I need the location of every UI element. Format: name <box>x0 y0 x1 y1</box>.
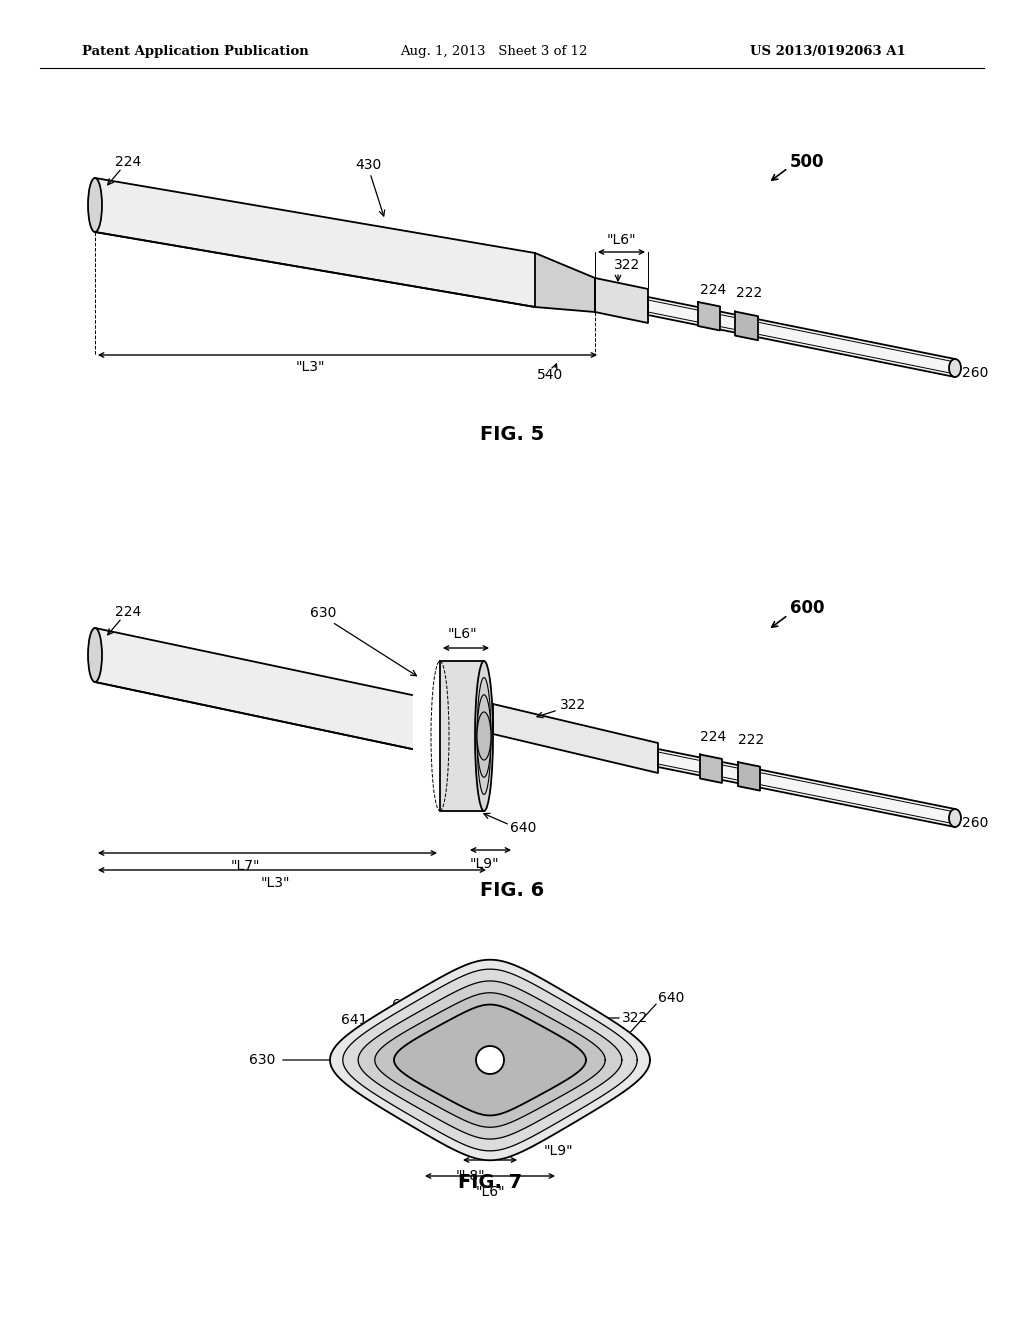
Polygon shape <box>95 628 412 748</box>
Text: 222: 222 <box>738 733 764 747</box>
Polygon shape <box>595 279 648 323</box>
Text: "L3": "L3" <box>260 876 290 890</box>
Polygon shape <box>440 661 484 810</box>
Polygon shape <box>95 178 535 308</box>
Ellipse shape <box>88 628 102 682</box>
Text: "L6": "L6" <box>447 627 477 642</box>
Text: 322: 322 <box>560 698 587 711</box>
Text: "L7": "L7" <box>230 859 260 873</box>
Polygon shape <box>535 253 595 312</box>
Text: FIG. 7: FIG. 7 <box>458 1172 522 1192</box>
Text: 224: 224 <box>115 605 141 619</box>
Polygon shape <box>375 993 605 1127</box>
Text: 224: 224 <box>700 282 726 297</box>
Ellipse shape <box>476 1045 504 1074</box>
Text: 642: 642 <box>391 998 418 1012</box>
Ellipse shape <box>949 809 961 828</box>
Text: US 2013/0192063 A1: US 2013/0192063 A1 <box>750 45 906 58</box>
Polygon shape <box>648 297 955 378</box>
Polygon shape <box>343 969 637 1151</box>
Text: "L6": "L6" <box>475 1185 505 1199</box>
Text: 640: 640 <box>510 821 537 836</box>
Text: 260: 260 <box>962 366 988 380</box>
Text: 641: 641 <box>341 1012 368 1027</box>
Polygon shape <box>658 748 955 828</box>
Text: 600: 600 <box>790 599 824 616</box>
Text: 260: 260 <box>962 816 988 830</box>
Polygon shape <box>358 981 622 1139</box>
Ellipse shape <box>88 178 102 232</box>
Text: 630: 630 <box>249 1053 275 1067</box>
Text: Patent Application Publication: Patent Application Publication <box>82 45 309 58</box>
Text: "L8": "L8" <box>456 1170 484 1183</box>
Text: 222: 222 <box>736 286 762 300</box>
Polygon shape <box>738 762 760 791</box>
Text: "L3": "L3" <box>295 360 325 374</box>
Text: 224: 224 <box>700 730 726 744</box>
Ellipse shape <box>477 677 490 795</box>
Text: FIG. 6: FIG. 6 <box>480 880 544 899</box>
Text: 500: 500 <box>790 153 824 172</box>
Text: 7: 7 <box>487 714 498 729</box>
Text: 322: 322 <box>614 257 640 272</box>
Polygon shape <box>493 704 658 774</box>
Ellipse shape <box>477 694 490 777</box>
Polygon shape <box>330 960 650 1160</box>
Text: 640: 640 <box>658 991 684 1005</box>
Text: 540: 540 <box>537 368 563 381</box>
Ellipse shape <box>949 359 961 378</box>
Text: 430: 430 <box>355 158 381 172</box>
Ellipse shape <box>477 711 490 760</box>
Polygon shape <box>698 302 720 330</box>
Text: Aug. 1, 2013   Sheet 3 of 12: Aug. 1, 2013 Sheet 3 of 12 <box>400 45 588 58</box>
Polygon shape <box>394 1005 586 1115</box>
Text: 322: 322 <box>622 1011 648 1026</box>
Text: "L6": "L6" <box>606 234 636 247</box>
Text: FIG. 5: FIG. 5 <box>480 425 544 445</box>
Text: 224: 224 <box>115 154 141 169</box>
Polygon shape <box>700 755 722 783</box>
Text: 630: 630 <box>310 606 336 620</box>
Text: "L9": "L9" <box>469 857 499 871</box>
Polygon shape <box>735 312 758 341</box>
Text: "L9": "L9" <box>543 1144 572 1158</box>
Ellipse shape <box>475 661 493 810</box>
